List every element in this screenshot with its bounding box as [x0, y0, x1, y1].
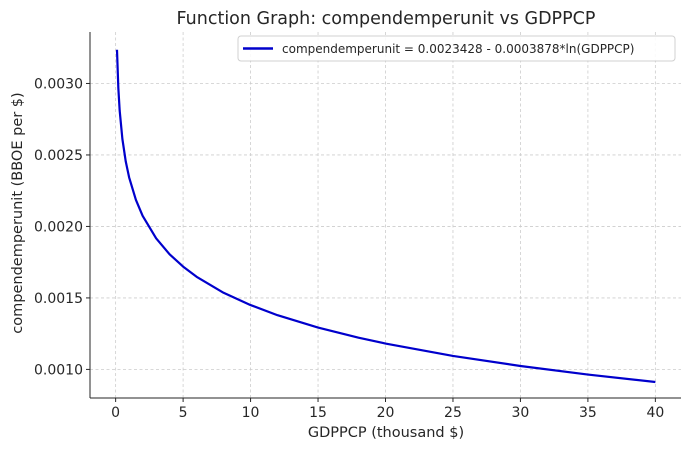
x-axis-label: GDPPCP (thousand $): [308, 425, 464, 441]
legend-box: [237, 35, 676, 62]
x-tick-label: 15: [309, 405, 327, 421]
y-tick-label: 0.0025: [34, 148, 83, 164]
y-tick-label: 0.0030: [34, 76, 83, 92]
y-tick-label: 0.0020: [34, 219, 83, 235]
x-tick-label: 40: [646, 405, 664, 421]
x-tick-label: 10: [242, 405, 260, 421]
chart-title: Function Graph: compendemperunit vs GDPP…: [177, 9, 596, 29]
x-tick-label: 25: [444, 405, 462, 421]
y-tick-label: 0.0015: [34, 291, 83, 307]
x-tick-label: 20: [377, 405, 395, 421]
y-axis-label: compendemperunit (BBOE per $): [10, 92, 26, 333]
series-lines: [115, 49, 656, 384]
gridlines: [90, 32, 681, 398]
x-tick-label: 35: [579, 405, 597, 421]
legend-entry-label: compendemperunit = 0.0023428 - 0.0003878…: [282, 42, 634, 56]
legend: compendemperunit = 0.0023428 - 0.0003878…: [237, 35, 676, 62]
y-tick-label: 0.0010: [34, 362, 83, 378]
x-tick-label: 0: [111, 405, 120, 421]
x-tick-label: 5: [179, 405, 188, 421]
series-line: [115, 49, 656, 384]
x-tick-label: 30: [512, 405, 530, 421]
axes: 0 5 10 15 20 25 30 35 40 0.0010 0.0015 0.0020 0.0025…: [34, 32, 681, 421]
